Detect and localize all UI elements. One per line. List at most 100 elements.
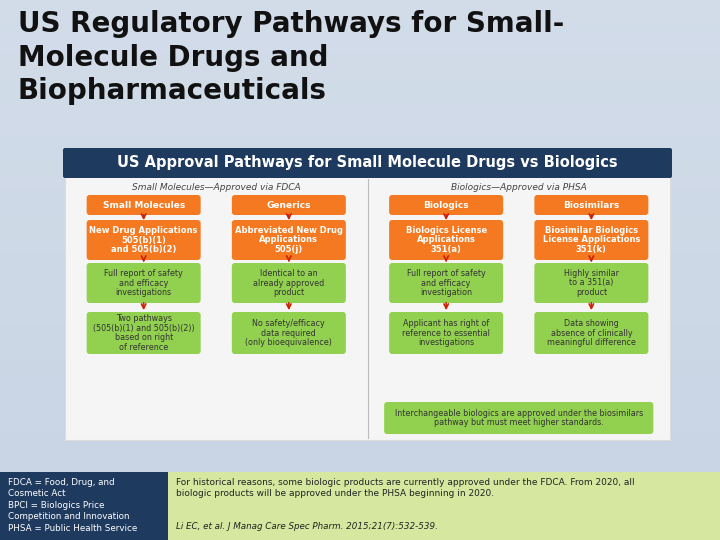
Bar [0, 48, 720, 49]
Bar [0, 517, 720, 518]
Bar [0, 319, 720, 320]
Bar [0, 271, 720, 272]
Bar [0, 59, 720, 60]
Bar [0, 350, 720, 351]
Bar [0, 267, 720, 268]
Bar [0, 243, 720, 244]
Bar [0, 437, 720, 438]
Bar [0, 324, 720, 325]
Bar [0, 120, 720, 121]
Bar [0, 386, 720, 387]
Bar [0, 399, 720, 400]
Bar [0, 273, 720, 274]
Bar [0, 453, 720, 454]
Bar [0, 117, 720, 118]
Bar [0, 197, 720, 198]
Bar [0, 371, 720, 372]
Bar [0, 261, 720, 262]
Bar [0, 40, 720, 41]
Bar [0, 79, 720, 80]
Text: Biologics—Approved via PHSA: Biologics—Approved via PHSA [451, 184, 587, 192]
Bar [0, 61, 720, 62]
Bar [0, 389, 720, 390]
Bar [0, 433, 720, 434]
Bar [0, 286, 720, 287]
Bar [0, 91, 720, 92]
Bar [0, 204, 720, 205]
Bar [0, 240, 720, 241]
Bar [0, 337, 720, 338]
Bar [0, 34, 720, 35]
Bar [0, 424, 720, 425]
Bar [0, 216, 720, 217]
Bar [0, 6, 720, 7]
Bar [0, 53, 720, 54]
Bar [0, 426, 720, 427]
Bar [0, 246, 720, 247]
Bar [0, 349, 720, 350]
Text: Li EC, et al. J Manag Care Spec Pharm. 2015;21(7):532-539.: Li EC, et al. J Manag Care Spec Pharm. 2… [176, 522, 438, 531]
Bar [0, 86, 720, 87]
Bar [0, 188, 720, 189]
Bar [0, 152, 720, 153]
FancyBboxPatch shape [232, 312, 346, 354]
Bar [0, 60, 720, 61]
Bar [0, 317, 720, 318]
Bar [0, 226, 720, 227]
Bar [0, 235, 720, 236]
Bar [0, 425, 720, 426]
Bar [0, 463, 720, 464]
Bar [0, 1, 720, 2]
Bar [0, 43, 720, 44]
Bar [0, 395, 720, 396]
Bar [0, 358, 720, 359]
Bar [0, 153, 720, 154]
Bar [0, 459, 720, 460]
Bar [0, 218, 720, 219]
Bar [0, 167, 720, 168]
Bar [0, 279, 720, 280]
Bar [0, 411, 720, 412]
Bar [0, 21, 720, 22]
Bar [0, 387, 720, 388]
Bar [0, 420, 720, 421]
Bar [0, 101, 720, 102]
Bar [0, 28, 720, 29]
Bar [0, 42, 720, 43]
Bar [0, 441, 720, 442]
Bar [0, 525, 720, 526]
Bar [0, 373, 720, 374]
Bar [0, 369, 720, 370]
Bar [0, 39, 720, 40]
Bar [0, 268, 720, 269]
Bar [0, 25, 720, 26]
Bar [0, 233, 720, 234]
Bar [0, 211, 720, 212]
FancyBboxPatch shape [232, 220, 346, 260]
Bar [0, 414, 720, 415]
Bar [0, 136, 720, 137]
Bar [0, 379, 720, 380]
Bar [0, 262, 720, 263]
Bar [0, 307, 720, 308]
Bar [0, 12, 720, 13]
Bar [0, 66, 720, 67]
Bar [0, 508, 720, 509]
Bar [0, 521, 720, 522]
Bar [0, 217, 720, 218]
Bar [0, 35, 720, 36]
Bar [0, 76, 720, 77]
Bar [0, 119, 720, 120]
Bar [0, 163, 720, 164]
Bar [0, 143, 720, 144]
Bar [0, 145, 720, 146]
Bar [0, 500, 720, 501]
Bar [0, 164, 720, 165]
Bar [0, 289, 720, 290]
Bar [0, 320, 720, 321]
Bar [0, 186, 720, 187]
Bar [0, 376, 720, 377]
Bar [0, 321, 720, 322]
Bar [0, 259, 720, 260]
Bar [0, 27, 720, 28]
